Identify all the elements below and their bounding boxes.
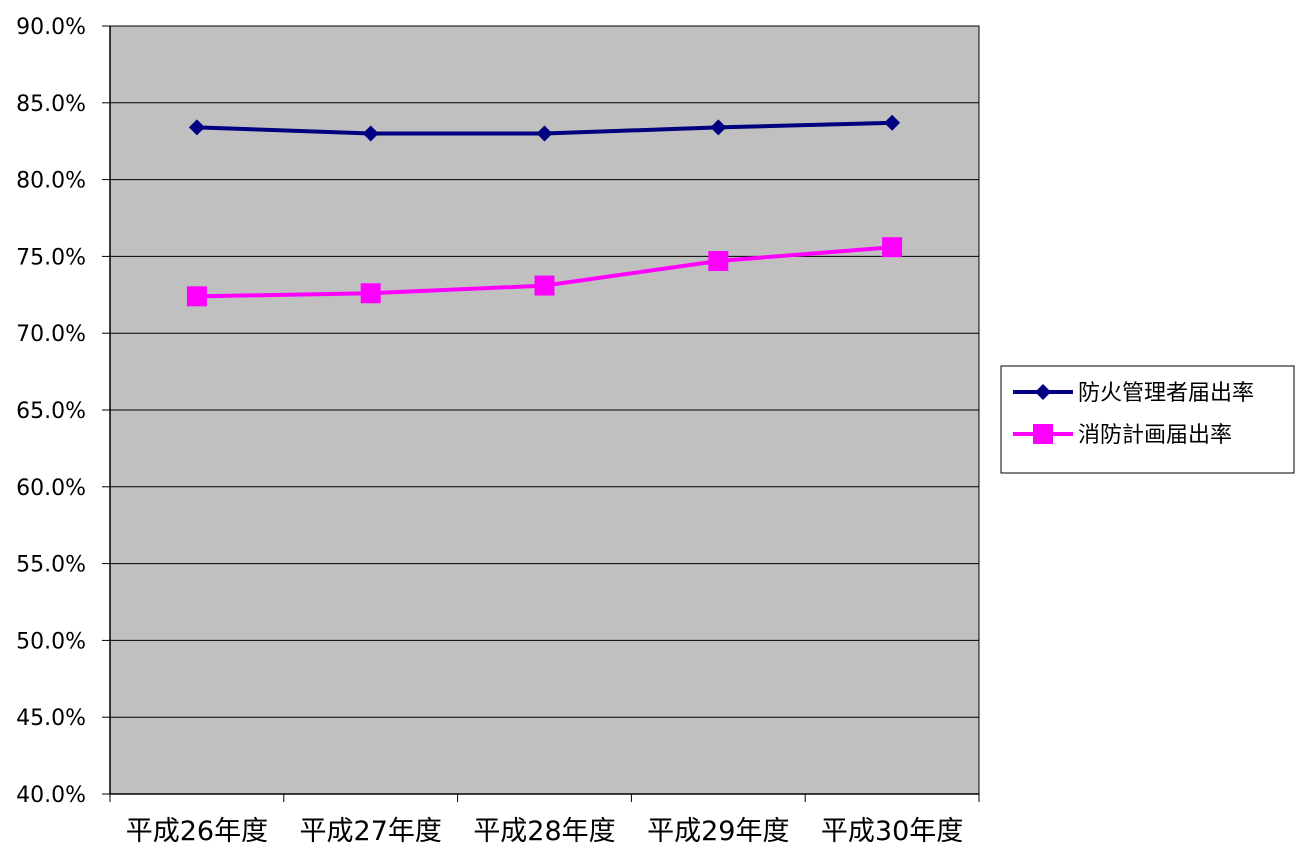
data-point-square <box>708 251 729 272</box>
y-tick-label: 40.0% <box>16 783 86 808</box>
data-point-square <box>1033 424 1053 444</box>
data-point-diamond <box>536 125 553 142</box>
y-tick-label: 90.0% <box>16 15 86 40</box>
legend-box <box>1000 365 1295 474</box>
series <box>186 114 903 307</box>
data-point-diamond <box>1035 384 1051 400</box>
y-tick-label: 60.0% <box>16 476 86 501</box>
data-point-diamond <box>884 114 901 131</box>
y-tick-label: 45.0% <box>16 706 86 731</box>
y-tick-label: 50.0% <box>16 629 86 654</box>
y-tick-label: 75.0% <box>16 245 86 270</box>
data-point-square <box>360 283 381 304</box>
data-point-diamond <box>188 119 205 136</box>
data-point-diamond <box>362 125 379 142</box>
axes: 40.0% 45.0% 50.0% 55.0% 60.0% 65.0% 70.0% 75.0%… <box>16 15 980 847</box>
y-tick-label: 65.0% <box>16 399 86 424</box>
x-tick-label: 平成27年度 <box>300 816 442 847</box>
legend-label: 消防計画届出率 <box>1078 423 1232 448</box>
y-tick-label: 55.0% <box>16 553 86 578</box>
x-tick-label: 平成30年度 <box>821 816 963 847</box>
x-tick-label: 平成28年度 <box>473 816 615 847</box>
y-tick-label: 80.0% <box>16 169 86 194</box>
y-tick-label: 85.0% <box>16 92 86 117</box>
y-tick-label: 70.0% <box>16 322 86 347</box>
data-point-square <box>534 275 555 296</box>
data-point-square <box>882 237 903 258</box>
x-tick-label: 平成29年度 <box>647 816 789 847</box>
data-point-diamond <box>710 119 727 136</box>
x-tick-label: 平成26年度 <box>126 816 268 847</box>
data-point-square <box>186 286 207 307</box>
legend-label: 防火管理者届出率 <box>1078 381 1254 406</box>
gridlines <box>110 102 979 718</box>
